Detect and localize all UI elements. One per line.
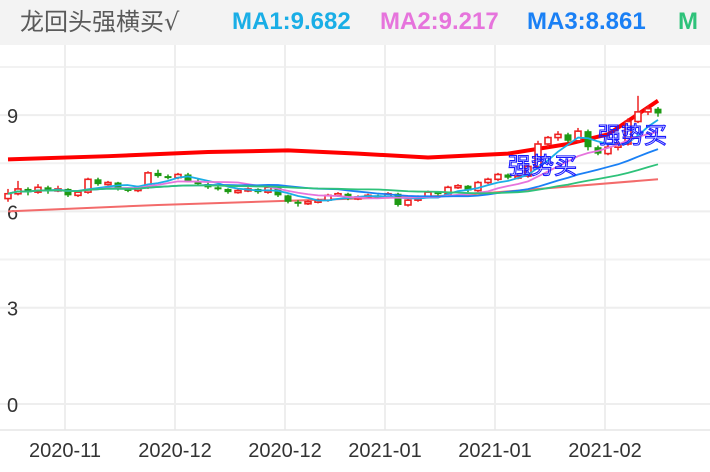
candle-body bbox=[654, 108, 662, 114]
candle-body bbox=[294, 201, 302, 204]
ma4-line bbox=[7, 163, 659, 195]
candle-body bbox=[184, 174, 192, 181]
candle-body bbox=[164, 176, 172, 179]
candle-body bbox=[214, 187, 222, 190]
candle bbox=[4, 188, 12, 202]
candlestick-chart[interactable]: 0 3 6 9 2020-11 2020-12 2020-12 2021-01 2021-01 2… bbox=[0, 45, 710, 472]
candle-body bbox=[4, 192, 12, 200]
ma4-value: M bbox=[678, 8, 698, 35]
candle-body bbox=[24, 188, 32, 193]
candle-body bbox=[624, 120, 632, 145]
candle-body bbox=[454, 184, 462, 189]
candle-body bbox=[524, 165, 532, 177]
candle bbox=[154, 169, 162, 178]
candle-body bbox=[304, 200, 312, 205]
candle-body bbox=[44, 187, 52, 191]
candle-body bbox=[464, 185, 472, 191]
y-tick-label: 9 bbox=[7, 106, 18, 128]
candle bbox=[94, 177, 102, 186]
ma1-line bbox=[7, 119, 659, 202]
candle bbox=[104, 180, 112, 186]
candle bbox=[544, 135, 552, 148]
y-tick-label: 0 bbox=[7, 395, 18, 417]
candle bbox=[504, 173, 512, 180]
candle bbox=[584, 129, 592, 151]
x-tick-label: 2020-12 bbox=[248, 440, 321, 462]
candle bbox=[484, 177, 492, 185]
candle-body bbox=[84, 178, 92, 193]
candle bbox=[234, 188, 242, 194]
candle-body bbox=[584, 131, 592, 148]
candle bbox=[454, 184, 462, 189]
candle-body bbox=[94, 179, 102, 185]
candle-body bbox=[484, 178, 492, 184]
candle-body bbox=[644, 107, 652, 113]
candle-body bbox=[64, 188, 72, 196]
candle-body bbox=[284, 195, 292, 202]
candle bbox=[164, 174, 172, 180]
candle bbox=[64, 188, 72, 197]
candle bbox=[284, 194, 292, 204]
candle-body bbox=[534, 143, 542, 168]
candle bbox=[644, 105, 652, 116]
candle-body bbox=[494, 173, 502, 181]
ma2-value: MA2:9.217 bbox=[380, 8, 499, 35]
candle-body bbox=[504, 174, 512, 178]
x-tick-label: 2021-01 bbox=[458, 440, 531, 462]
candle-body bbox=[554, 133, 562, 139]
candle-body bbox=[154, 172, 162, 177]
candle bbox=[34, 184, 42, 194]
x-tick-label: 2021-01 bbox=[348, 440, 421, 462]
candle-body bbox=[124, 188, 132, 191]
candle-body bbox=[634, 111, 642, 123]
candle bbox=[304, 200, 312, 205]
candle-body bbox=[544, 136, 552, 145]
candle bbox=[294, 200, 302, 207]
candle bbox=[494, 172, 502, 181]
indicator-title: 龙回头强横买√ bbox=[20, 8, 180, 36]
candle-body bbox=[74, 191, 82, 197]
candle bbox=[564, 132, 572, 143]
candle bbox=[634, 95, 642, 124]
candle-body bbox=[564, 134, 572, 141]
candle-body bbox=[104, 181, 112, 186]
candle-body bbox=[394, 193, 402, 205]
candle bbox=[84, 177, 92, 194]
candle-body bbox=[194, 180, 202, 185]
y-tick-label: 6 bbox=[7, 202, 18, 224]
candle bbox=[574, 127, 582, 143]
candle bbox=[224, 188, 232, 194]
candle-body bbox=[404, 199, 412, 206]
signal-label: 强势买 bbox=[508, 153, 577, 179]
ma3-value: MA3:8.861 bbox=[527, 8, 646, 35]
candle bbox=[554, 131, 562, 141]
x-tick-label: 2021-02 bbox=[568, 440, 641, 462]
x-tick-label: 2020-12 bbox=[138, 440, 211, 462]
y-tick-label: 3 bbox=[7, 299, 18, 321]
x-tick-label: 2020-11 bbox=[29, 440, 101, 462]
indicator-header: 龙回头强横买√ MA1:9.682 MA2:9.217 MA3:8.861 M bbox=[0, 0, 710, 45]
candle bbox=[14, 180, 22, 196]
candle bbox=[404, 198, 412, 207]
candle-body bbox=[434, 192, 442, 195]
signal-label: 强势买 bbox=[598, 123, 667, 149]
candle-body bbox=[574, 130, 582, 142]
candle-body bbox=[234, 189, 242, 194]
candle bbox=[534, 140, 542, 169]
ma1-value: MA1:9.682 bbox=[232, 8, 351, 35]
candle bbox=[654, 107, 662, 117]
candle bbox=[464, 185, 472, 193]
candle-body bbox=[224, 188, 232, 193]
